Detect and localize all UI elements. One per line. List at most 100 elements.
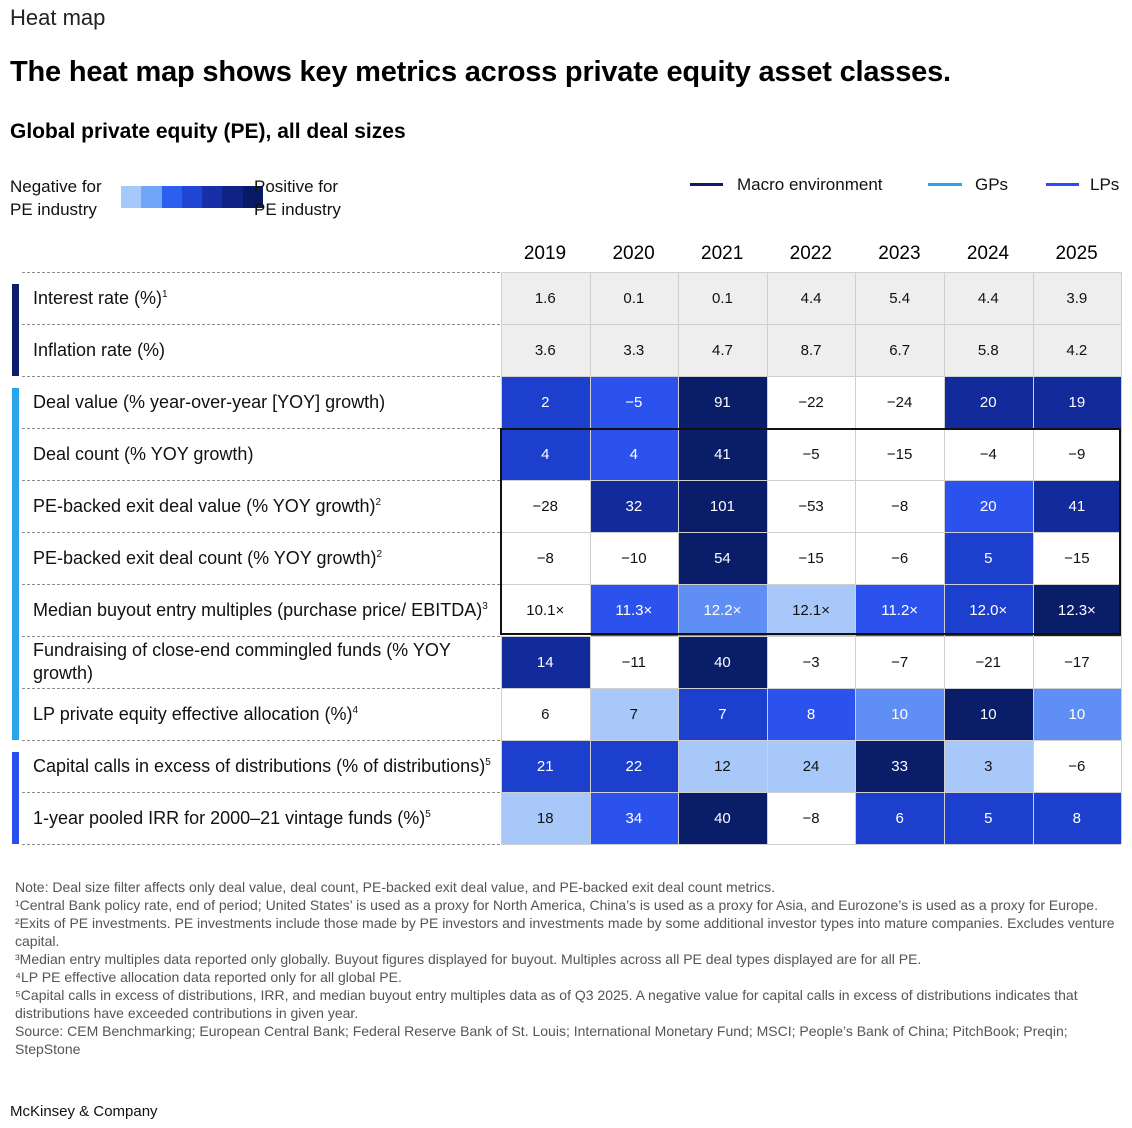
legend-negative-line2: PE industry bbox=[10, 200, 97, 219]
heatmap-cell: 4.2 bbox=[1032, 324, 1122, 376]
heatmap-cell: 12.0× bbox=[944, 584, 1033, 636]
row-divider bbox=[22, 792, 500, 793]
legend-gps-line bbox=[928, 183, 962, 186]
heatmap-cell: 1.6 bbox=[501, 272, 590, 324]
footnote: Note: Deal size filter affects only deal… bbox=[15, 879, 776, 895]
heatmap-cell: 24 bbox=[766, 740, 856, 792]
row-divider bbox=[22, 584, 500, 585]
heatmap-cell: 18 bbox=[501, 792, 590, 844]
heatmap-cell: 4.7 bbox=[678, 324, 767, 376]
heatmap-cell: −10 bbox=[589, 532, 679, 584]
heatmap-cell: 91 bbox=[678, 376, 767, 428]
legend-macro-label: Macro environment bbox=[737, 175, 883, 194]
heatmap-cell: 40 bbox=[678, 792, 767, 844]
footnote: ³Median entry multiples data reported on… bbox=[15, 951, 922, 967]
group-bar bbox=[12, 284, 19, 376]
grid-line bbox=[501, 792, 1122, 793]
heatmap-cell: 6.7 bbox=[855, 324, 944, 376]
scale-swatch bbox=[222, 186, 243, 208]
group-bar bbox=[12, 388, 19, 740]
heatmap-cell: −15 bbox=[1032, 532, 1122, 584]
legend-negative-line1: Negative for bbox=[10, 177, 102, 196]
row-divider bbox=[22, 376, 500, 377]
heatmap-cell: −28 bbox=[501, 480, 590, 532]
row-label: PE-backed exit deal count (% YOY growth)… bbox=[33, 547, 383, 568]
heatmap-cell: 5 bbox=[944, 792, 1033, 844]
legend-gps-label: GPs bbox=[975, 175, 1009, 194]
heatmap-cell: 3 bbox=[944, 740, 1033, 792]
heatmap-cell: −17 bbox=[1032, 636, 1122, 688]
row-divider bbox=[22, 636, 500, 637]
grid-line bbox=[501, 740, 1122, 741]
heatmap-cell: 41 bbox=[1032, 480, 1122, 532]
heatmap-cell: 21 bbox=[501, 740, 590, 792]
heatmap-cell: −7 bbox=[855, 636, 944, 688]
heatmap-cell: −24 bbox=[855, 376, 944, 428]
row-label: Capital calls in excess of distributions… bbox=[33, 755, 491, 776]
footnote: ²Exits of PE investments. PE investments… bbox=[15, 915, 1115, 949]
heatmap-cell: 0.1 bbox=[678, 272, 767, 324]
heatmap-cell: 19 bbox=[1032, 376, 1122, 428]
legend-positive-line1: Positive for bbox=[254, 177, 339, 196]
heatmap-cell: 10.1× bbox=[501, 584, 590, 636]
row-label: Interest rate (%)1 bbox=[33, 287, 168, 308]
grid-line bbox=[501, 532, 1122, 533]
heatmap-cell: −8 bbox=[855, 480, 944, 532]
heatmap-cell: 12.3× bbox=[1032, 584, 1122, 636]
column-header-2023: 2023 bbox=[878, 243, 921, 264]
column-header-2019: 2019 bbox=[523, 243, 567, 264]
scale-swatch bbox=[121, 186, 142, 208]
column-header-2021: 2021 bbox=[701, 243, 744, 264]
heatmap-cell: 7 bbox=[678, 688, 767, 740]
heatmap-cell: 6 bbox=[501, 688, 590, 740]
grid-line bbox=[501, 376, 1122, 377]
grid-line bbox=[501, 272, 1122, 273]
grid-line bbox=[501, 844, 1122, 845]
row-label: LP private equity effective allocation (… bbox=[33, 703, 359, 724]
row-label: Deal value (% year-over-year [YOY] growt… bbox=[33, 391, 386, 412]
legend-macro-line bbox=[690, 183, 723, 186]
grid-line bbox=[1032, 272, 1034, 844]
footnotes: Note: Deal size filter affects only deal… bbox=[15, 878, 1115, 1058]
footnote: ¹Central Bank policy rate, end of period… bbox=[15, 897, 1098, 913]
heatmap-cell: −15 bbox=[766, 532, 856, 584]
chart-subtitle: Global private equity (PE), all deal siz… bbox=[10, 120, 406, 143]
heatmap-cell: −5 bbox=[589, 376, 679, 428]
heatmap-cell: 8 bbox=[1032, 792, 1122, 844]
grid-line bbox=[501, 584, 1122, 585]
heatmap-cell: 22 bbox=[589, 740, 679, 792]
heatmap-cell: 14 bbox=[501, 636, 590, 688]
heatmap-cell: 32 bbox=[589, 480, 679, 532]
heatmap-cell: 20 bbox=[944, 376, 1033, 428]
scale-swatch bbox=[141, 186, 162, 208]
scale-swatch bbox=[242, 186, 264, 208]
heatmap-cell: −53 bbox=[766, 480, 856, 532]
heatmap-cell: 10 bbox=[855, 688, 944, 740]
row-divider bbox=[22, 688, 500, 689]
heatmap-cell: 4.4 bbox=[944, 272, 1033, 324]
heatmap-cell: −4 bbox=[944, 428, 1033, 480]
color-scale bbox=[121, 186, 264, 208]
heatmap-cell: 11.3× bbox=[589, 584, 679, 636]
legend-positive: Positive for PE industry bbox=[254, 175, 341, 221]
heatmap-cell: −6 bbox=[855, 532, 944, 584]
heatmap-cell: 33 bbox=[855, 740, 944, 792]
heatmap-cell: 5.8 bbox=[944, 324, 1033, 376]
heatmap-cell: 11.2× bbox=[855, 584, 944, 636]
heatmap-cell: −5 bbox=[766, 428, 856, 480]
heatmap-cell: −9 bbox=[1032, 428, 1122, 480]
row-label: Median buyout entry multiples (purchase … bbox=[33, 599, 488, 620]
grid-line bbox=[501, 480, 1122, 481]
column-header-2024: 2024 bbox=[966, 243, 1010, 264]
heatmap-cell: −11 bbox=[589, 636, 679, 688]
legend-lps-label: LPs bbox=[1090, 175, 1120, 194]
heatmap-cell: 4.4 bbox=[766, 272, 856, 324]
row-divider bbox=[22, 844, 500, 845]
heatmap-cell: 10 bbox=[944, 688, 1033, 740]
scale-swatch bbox=[202, 186, 223, 208]
legend-negative: Negative for PE industry bbox=[10, 175, 102, 221]
column-header-2025: 2025 bbox=[1055, 243, 1098, 264]
heatmap-cell: 4 bbox=[589, 428, 679, 480]
page-title: The heat map shows key metrics across pr… bbox=[10, 56, 951, 88]
heatmap-cell: 3.3 bbox=[589, 324, 679, 376]
